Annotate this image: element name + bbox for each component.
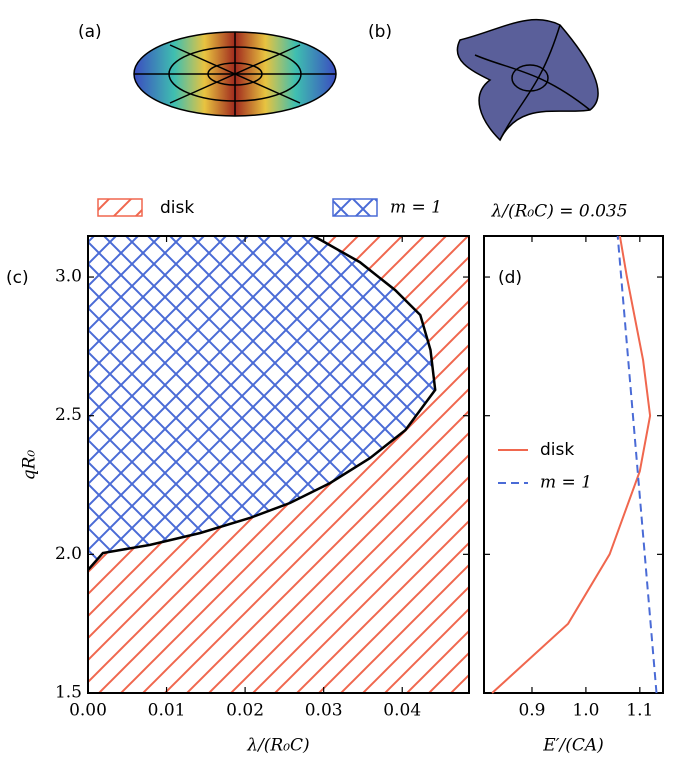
x-tick-label: 0.03 <box>305 701 343 721</box>
x-tick-label: 0.01 <box>148 701 186 721</box>
y-tick-label: 1.5 <box>55 683 82 703</box>
x-tick-label: 1.1 <box>626 701 653 721</box>
y-tick-label: 2.5 <box>55 405 82 425</box>
chart-title: λ/(R₀C) = 0.035 <box>490 202 627 222</box>
y-tick-label: 2.0 <box>55 544 82 564</box>
panel-label: (a) <box>78 22 102 42</box>
illustration-b <box>456 18 599 142</box>
panel-label: (b) <box>368 22 392 42</box>
x-tick-label: 0.02 <box>226 701 264 721</box>
legend-swatch <box>332 198 378 217</box>
plot-frame <box>483 235 664 694</box>
legend-label: m = 1 <box>540 473 592 493</box>
illustration-a <box>133 31 337 117</box>
line <box>616 235 658 694</box>
legend-swatch <box>97 198 143 217</box>
plot-frame <box>87 235 470 694</box>
x-tick-label: 0.00 <box>69 701 107 721</box>
line <box>491 235 652 694</box>
boundary-line <box>87 234 437 571</box>
x-tick-label: 1.0 <box>572 701 599 721</box>
y-tick-label: 3.0 <box>55 267 82 287</box>
legend-label: disk <box>540 440 574 460</box>
panel-label: (d) <box>498 268 522 288</box>
x-axis-label: λ/(R₀C) <box>246 736 309 756</box>
panel-label: (c) <box>6 268 29 288</box>
y-axis-label: qR₀ <box>20 450 40 481</box>
x-tick-label: 0.9 <box>518 701 545 721</box>
m1-region <box>88 236 436 570</box>
x-axis-label: E′/(CA) <box>542 736 604 756</box>
x-tick-label: 0.04 <box>383 701 421 721</box>
legend-label: disk <box>160 198 194 218</box>
legend-label: m = 1 <box>390 198 442 218</box>
